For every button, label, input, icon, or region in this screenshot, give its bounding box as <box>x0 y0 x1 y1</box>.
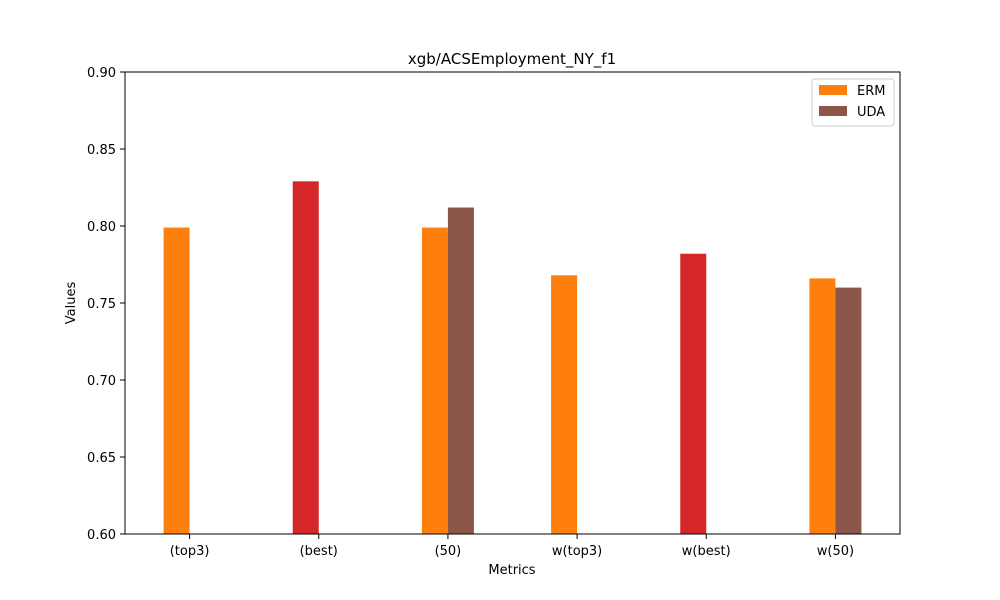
x-tick-label: (best) <box>300 544 338 559</box>
y-tick-label: 0.90 <box>87 66 116 81</box>
legend-swatch-uda <box>819 106 847 116</box>
y-tick-label: 0.85 <box>87 143 116 158</box>
x-axis-title: Metrics <box>488 563 535 578</box>
legend: ERM UDA <box>811 78 895 127</box>
x-tick-label: (50) <box>435 544 462 559</box>
bar-erm-0 <box>163 227 190 535</box>
bar-uda-2 <box>447 207 474 534</box>
y-axis-title: Values <box>64 282 79 325</box>
bar-erm-3 <box>551 275 578 534</box>
x-tick-label: w(best) <box>682 544 731 559</box>
y-tick-label: 0.70 <box>87 374 116 389</box>
x-tick-label: w(50) <box>817 544 854 559</box>
bar-highlight-4 <box>680 253 707 534</box>
x-tick-label: (top3) <box>170 544 210 559</box>
y-axis: 0.60 0.65 0.70 0.75 0.80 0.85 0.90 <box>87 66 125 543</box>
legend-swatch-erm <box>819 85 847 95</box>
bar-erm-5 <box>809 278 836 534</box>
y-tick-label: 0.75 <box>87 297 116 312</box>
y-tick-label: 0.65 <box>87 451 116 466</box>
legend-label-erm: ERM <box>857 84 885 99</box>
x-axis: (top3) (best) (50) w(top3) w(best) w(50) <box>170 534 854 559</box>
bars-group <box>163 181 862 535</box>
plot-frame <box>124 71 901 535</box>
bar-highlight-1 <box>292 181 319 534</box>
y-tick-label: 0.60 <box>87 528 116 543</box>
bar-uda-5 <box>835 287 862 534</box>
bar-erm-2 <box>421 227 448 535</box>
x-tick-label: w(top3) <box>552 544 602 559</box>
chart-title: xgb/ACSEmployment_NY_f1 <box>408 50 616 69</box>
y-tick-label: 0.80 <box>87 220 116 235</box>
legend-label-uda: UDA <box>857 105 885 120</box>
